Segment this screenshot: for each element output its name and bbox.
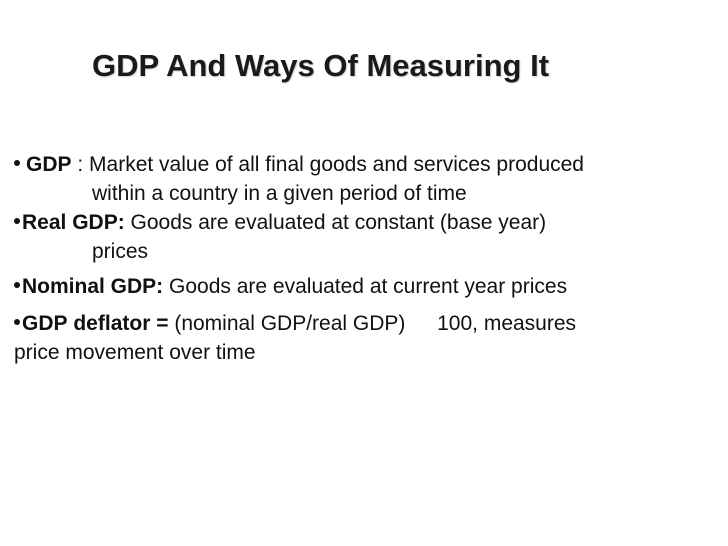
- bullet-text: Goods are evaluated at constant (base ye…: [124, 211, 547, 234]
- bullet-dot-icon: [14, 282, 20, 289]
- bullet-dot-icon: [14, 319, 20, 326]
- bullet-term-word: deflator: [73, 312, 151, 335]
- bullet-word: (nominal: [174, 312, 255, 335]
- bullet-real-gdp: Real GDP: Goods are evaluated at constan…: [14, 208, 720, 266]
- bullet-text: Goods are evaluated at current year pric…: [163, 275, 568, 298]
- bullet-word: GDP/real: [260, 312, 348, 335]
- bullet-nominal-gdp: Nominal GDP: Goods are evaluated at curr…: [14, 272, 720, 301]
- bullet-gdp: GDP : Market value of all final goods an…: [14, 150, 720, 208]
- bullet-word: GDP): [352, 312, 406, 335]
- bullet-gdp-deflator: GDP deflator = (nominal GDP/real GDP) 10…: [14, 309, 720, 367]
- bullet-continuation: prices: [92, 240, 149, 263]
- bullet-word: measures: [483, 312, 577, 335]
- bullet-term: Real GDP:: [22, 211, 125, 234]
- bullet-list: GDP : Market value of all final goods an…: [14, 150, 720, 367]
- bullet-term-word: GDP: [22, 312, 68, 335]
- bullet-word: 100,: [437, 312, 478, 335]
- bullet-continuation: price movement over time: [14, 341, 256, 364]
- bullet-separator: :: [71, 153, 90, 176]
- bullet-term: Nominal GDP:: [22, 275, 164, 298]
- bullet-term: GDP: [26, 153, 72, 176]
- bullet-term-word: =: [156, 312, 169, 335]
- bullet-dot-icon: [14, 160, 20, 167]
- slide-title: GDP And Ways Of Measuring It: [92, 48, 550, 83]
- bullet-dot-icon: [14, 218, 20, 225]
- bullet-continuation: within a country in a given period of ti…: [92, 182, 467, 205]
- bullet-text: Market value of all final goods and serv…: [89, 153, 584, 176]
